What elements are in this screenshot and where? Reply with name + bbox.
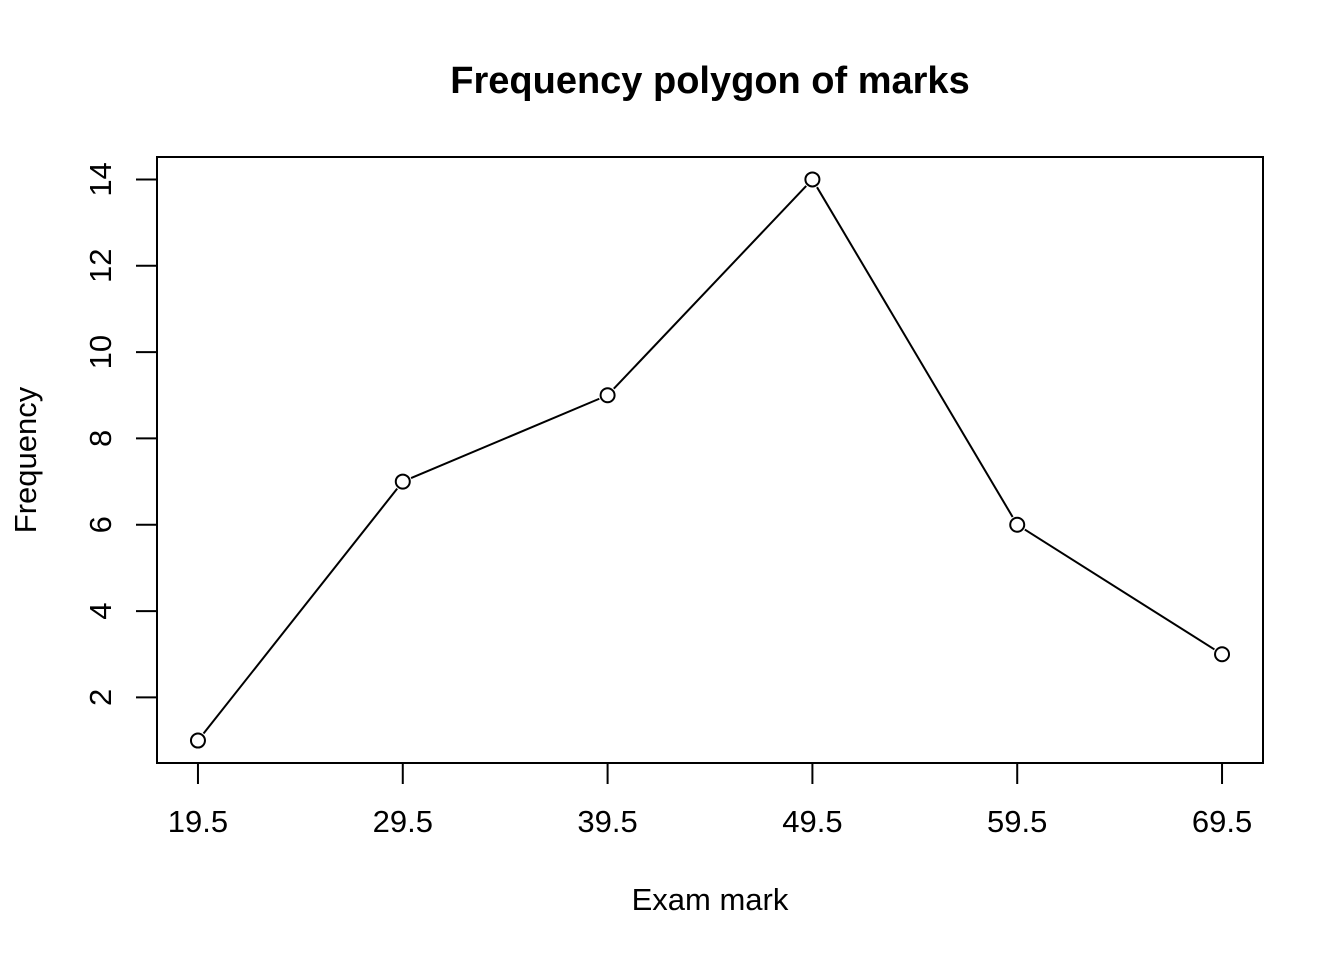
x-tick-label: 49.5 xyxy=(782,804,842,839)
series-line-segment xyxy=(613,185,807,390)
y-tick-label: 6 xyxy=(83,516,118,533)
y-axis-title: Frequency xyxy=(8,386,43,533)
y-tick-label: 8 xyxy=(83,430,118,447)
data-point xyxy=(189,732,206,749)
x-tick-label: 39.5 xyxy=(577,804,637,839)
series-layer xyxy=(189,171,1231,749)
data-point xyxy=(394,473,411,490)
data-point xyxy=(804,171,821,188)
x-tick-label: 19.5 xyxy=(168,804,228,839)
x-tick-label: 29.5 xyxy=(373,804,433,839)
plot-frame xyxy=(156,156,1264,764)
x-tick-label: 69.5 xyxy=(1192,804,1252,839)
y-tick-label: 14 xyxy=(83,162,118,196)
y-tick-label: 12 xyxy=(83,249,118,283)
data-point xyxy=(599,387,616,404)
y-tick-label: 10 xyxy=(83,335,118,369)
data-point xyxy=(1009,516,1026,533)
chart-title: Frequency polygon of marks xyxy=(450,60,969,102)
series-line-segment xyxy=(1024,528,1215,651)
x-axis-title: Exam mark xyxy=(632,882,789,917)
series-line-segment xyxy=(410,397,600,480)
data-point xyxy=(1214,646,1231,663)
series-line-segment xyxy=(202,488,398,735)
x-tick-label: 59.5 xyxy=(987,804,1047,839)
y-axis: 2 4 6 8 10 12 14 xyxy=(83,162,158,706)
y-tick-label: 2 xyxy=(83,689,118,706)
series-line-segment xyxy=(816,186,1014,518)
x-axis: 19.5 29.5 39.5 49.5 59.5 69.5 xyxy=(168,762,1252,839)
y-tick-label: 4 xyxy=(83,602,118,619)
